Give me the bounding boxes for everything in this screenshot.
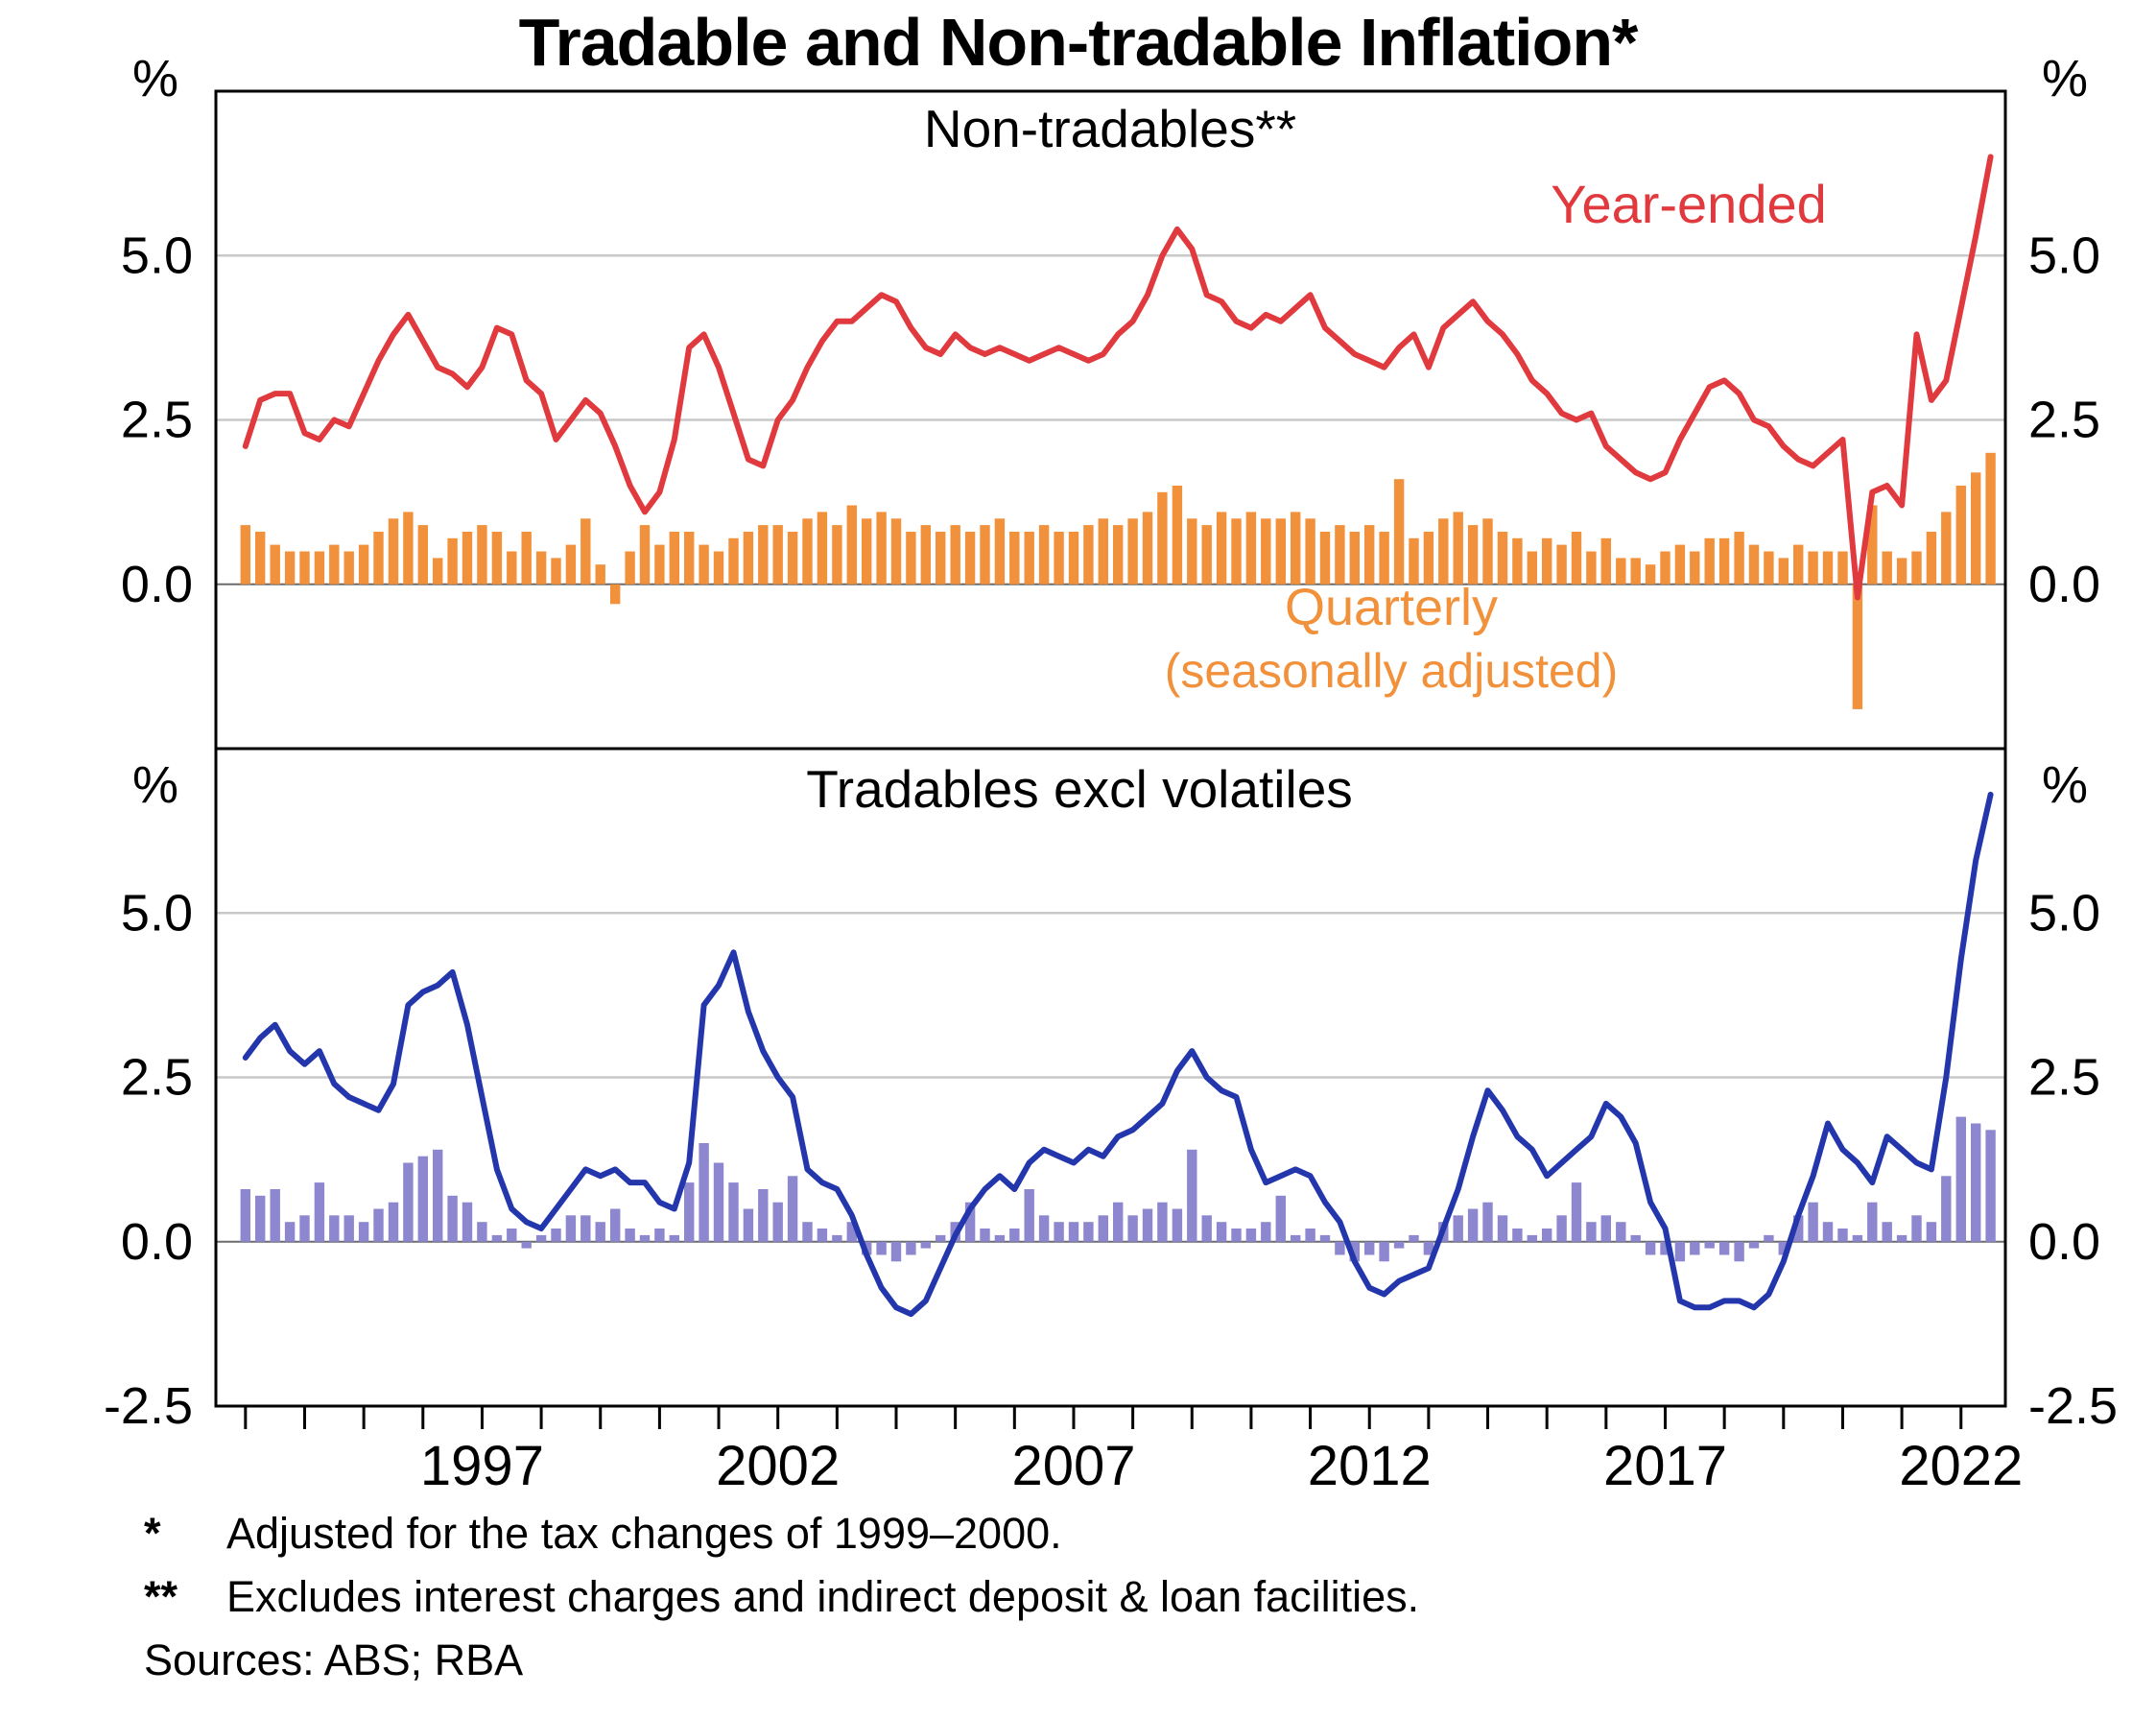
svg-text:2.5: 2.5 — [2028, 392, 2100, 449]
footnote-row: * Adjusted for the tax changes of 1999–2… — [144, 1509, 1419, 1559]
year-ended-label: Year-ended — [1551, 174, 1827, 234]
unit-label-top-left: % — [131, 50, 179, 107]
svg-text:5.0: 5.0 — [121, 884, 193, 942]
svg-text:2.5: 2.5 — [121, 392, 193, 449]
svg-text:2002: 2002 — [716, 1435, 840, 1497]
unit-label-top-right: % — [2041, 50, 2089, 107]
svg-text:2022: 2022 — [1899, 1435, 2023, 1497]
unit-label-bottom-left: % — [131, 756, 179, 814]
chart-title: Tradable and Non-tradable Inflation* — [518, 5, 1639, 80]
seasonally-adjusted-label: (seasonally adjusted) — [1164, 644, 1619, 698]
svg-text:-2.5: -2.5 — [2028, 1377, 2118, 1435]
footnotes: * Adjusted for the tax changes of 1999–2… — [144, 1509, 1419, 1685]
svg-text:5.0: 5.0 — [121, 227, 193, 284]
svg-text:2012: 2012 — [1308, 1435, 1432, 1497]
svg-text:1997: 1997 — [420, 1435, 544, 1497]
footnote-marker-2: ** — [144, 1572, 178, 1621]
svg-text:5.0: 5.0 — [2028, 884, 2100, 942]
quarterly-label: Quarterly — [1284, 579, 1499, 636]
top-panel-title: Non-tradables** — [923, 99, 1297, 158]
svg-text:2.5: 2.5 — [2028, 1049, 2100, 1107]
footnote-marker-1: * — [144, 1509, 161, 1558]
bottom-panel-title: Tradables excl volatiles — [806, 759, 1353, 819]
unit-label-bottom-right: % — [2041, 756, 2089, 814]
svg-text:2.5: 2.5 — [121, 1049, 193, 1107]
svg-text:0.0: 0.0 — [121, 1213, 193, 1271]
footnote-row: ** Excludes interest charges and indirec… — [144, 1572, 1419, 1622]
svg-text:0.0: 0.0 — [2028, 1213, 2100, 1271]
svg-text:2017: 2017 — [1603, 1435, 1727, 1497]
svg-text:-2.5: -2.5 — [104, 1377, 193, 1435]
svg-text:5.0: 5.0 — [2028, 227, 2100, 284]
svg-text:2007: 2007 — [1011, 1435, 1135, 1497]
footnote-text-1: Adjusted for the tax changes of 1999–200… — [226, 1509, 1062, 1558]
svg-text:0.0: 0.0 — [121, 556, 193, 613]
footnote-text-2: Excludes interest charges and indirect d… — [226, 1572, 1420, 1621]
sources-label: Sources: ABS; RBA — [144, 1635, 524, 1684]
svg-text:0.0: 0.0 — [2028, 556, 2100, 613]
